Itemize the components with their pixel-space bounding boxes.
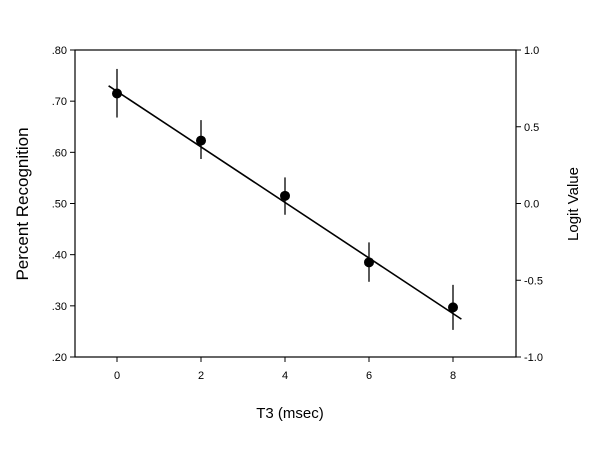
y-tick-label: .80 <box>52 45 67 57</box>
x-tick-label: 0 <box>114 370 120 382</box>
y-tick-label: .70 <box>52 96 67 108</box>
y-tick-label: .40 <box>52 250 67 262</box>
y-axis-ticks: .20 .30 .40 .50 .60 .70 .80 <box>52 45 75 364</box>
y2-tick-label: 1.0 <box>524 45 539 57</box>
y2-axis-title: Logit Value <box>565 167 582 241</box>
y2-tick-label: 0.0 <box>524 199 539 211</box>
y2-tick-label: -0.5 <box>524 275 543 287</box>
x-tick-label: 6 <box>366 370 372 382</box>
y2-axis-ticks: -1.0 -0.5 0.0 0.5 1.0 <box>516 45 543 364</box>
y-tick-label: .50 <box>52 199 67 211</box>
y-axis-title: Percent Recognition <box>13 127 32 280</box>
x-axis-ticks: 0 2 4 6 8 <box>114 357 456 382</box>
y2-tick-label: -1.0 <box>524 352 543 364</box>
x-axis-title: T3 (msec) <box>256 405 324 422</box>
data-point <box>112 88 122 99</box>
x-tick-label: 2 <box>198 370 204 382</box>
x-tick-label: 4 <box>282 370 288 382</box>
data-points <box>112 68 458 330</box>
data-point <box>364 257 374 268</box>
x-tick-label: 8 <box>450 370 456 382</box>
data-point <box>448 302 458 313</box>
y-tick-label: .60 <box>52 147 67 159</box>
data-point <box>280 190 290 201</box>
y-tick-label: .30 <box>52 301 67 313</box>
y-tick-label: .20 <box>52 352 67 364</box>
y2-tick-label: 0.5 <box>524 122 539 134</box>
data-point <box>196 135 206 146</box>
